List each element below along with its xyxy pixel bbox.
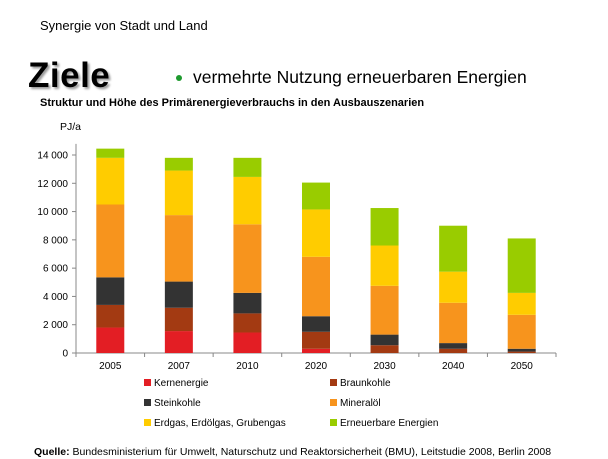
bar-segment [507,292,536,315]
legend-label: Erneuerbare Energien [340,418,438,429]
y-tick-label: 6 000 [43,264,68,275]
bar-segment [233,313,262,333]
legend-label: Braunkohle [340,378,391,389]
bar-segment [370,208,399,246]
bar-segment [439,302,468,344]
y-tick-label: 4 000 [43,292,68,303]
bullet-text: vermehrte Nutzung erneuerbaren Energien [193,67,527,87]
legend-item: Mineralöl [330,398,381,409]
bar-segment [302,209,330,257]
slide-heading: Ziele [28,56,111,95]
bar-segment [370,334,399,346]
x-tick-label: 2007 [168,361,191,372]
y-axis-label: PJ/a [60,121,81,133]
bar-segment [96,204,125,278]
bar-segment [302,256,330,317]
bar-segment [233,157,262,177]
bar-segment [370,285,399,335]
bar-segment [233,292,262,314]
legend-item: Erdgas, Erdölgas, Grubengas [144,418,286,429]
bar-segment [370,345,399,353]
bar-segment [507,314,536,349]
legend-label: Mineralöl [340,398,381,409]
bullet-line: vermehrte Nutzung erneuerbaren Energien [176,67,527,88]
x-tick-label: 2010 [236,361,259,372]
y-tick-label: 0 [62,349,68,360]
y-tick-label: 12 000 [37,179,68,190]
y-tick-label: 8 000 [43,235,68,246]
stacked-bar-chart: PJ/a 0 2 000 4 000 6 000 8 000 10 000 12 000 14… [37,121,557,429]
bar-segment [233,176,262,225]
y-tick-label: 2 000 [43,320,68,331]
x-tick-label: 2030 [373,361,396,372]
bar-segment [164,157,193,171]
bar-segment [302,348,330,353]
bar-segment [164,331,193,353]
bar-segment [96,277,125,305]
bar-segment [164,215,193,282]
bullet-dot-icon [176,74,182,81]
bar-segment [507,348,536,352]
y-tick-label: 10 000 [37,207,68,218]
bar-segment [370,245,399,286]
legend-swatch [144,379,151,386]
legend-swatch [144,399,151,406]
source-text: Bundesministerium für Umwelt, Naturschut… [72,446,552,458]
bar-segment [96,304,125,328]
bar-segment [439,348,468,353]
source-label: Quelle: [34,446,70,458]
bar-segment [302,182,330,210]
legend-item: Kernenergie [144,378,209,389]
bar-segment [439,225,468,272]
bar-segment [164,170,193,216]
legend-label: Kernenergie [154,378,209,389]
bar-segment [233,332,262,353]
bar-segment [96,157,125,205]
x-tick-label: 2040 [442,361,465,372]
bar-segment [302,316,330,332]
legend-swatch [330,379,337,386]
bar-segment [507,351,536,353]
y-tick-label: 14 000 [37,151,68,162]
x-tick-label: 2005 [99,361,122,372]
legend-label: Erdgas, Erdölgas, Grubengas [154,418,286,429]
legend-label: Steinkohle [154,398,201,409]
legend: Kernenergie Braunkohle Steinkohle Mineralöl… [144,378,438,429]
bars [96,148,536,353]
legend-item: Erneuerbare Energien [330,418,438,429]
bar-segment [96,327,125,353]
bar-segment [164,281,193,308]
bar-segment [233,224,262,293]
legend-swatch [330,399,337,406]
x-tick-label: 2020 [305,361,328,372]
source-note: Quelle: Bundesministerium für Umwelt, Na… [34,446,551,458]
legend-item: Steinkohle [144,398,201,409]
bar-segment [302,331,330,349]
bar-segment [439,343,468,349]
legend-swatch [330,419,337,426]
bar-segment [164,307,193,332]
legend-swatch [144,419,151,426]
legend-item: Braunkohle [330,378,391,389]
bar-segment [96,148,125,158]
header-title: Synergie von Stadt und Land [40,18,208,33]
chart-title: Struktur und Höhe des Primärenergieverbr… [40,97,425,109]
bar-segment [507,238,536,293]
bar-segment [439,271,468,303]
x-tick-label: 2050 [511,361,534,372]
